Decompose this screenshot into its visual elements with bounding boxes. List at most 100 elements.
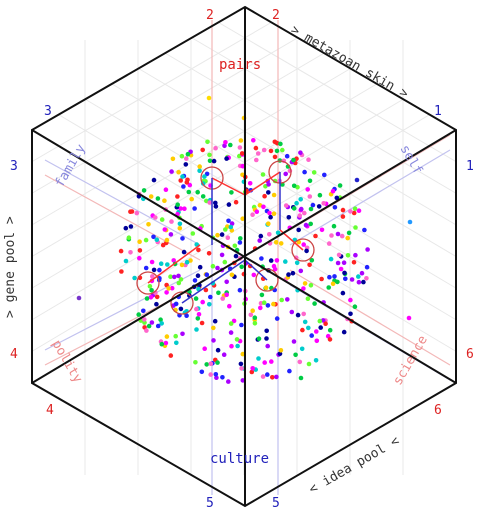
data-dot xyxy=(164,282,169,288)
data-dot xyxy=(215,347,221,353)
data-dot xyxy=(207,152,212,158)
data-dot xyxy=(194,306,199,312)
data-dot xyxy=(170,156,176,162)
data-dot xyxy=(265,343,271,349)
data-dot xyxy=(293,352,298,358)
data-dot xyxy=(302,169,307,175)
vertex-number: 2 xyxy=(272,8,280,23)
data-dot xyxy=(257,238,263,243)
data-dot xyxy=(197,264,203,270)
data-dot xyxy=(149,288,154,293)
data-dot xyxy=(351,210,357,216)
vertex-number: 6 xyxy=(434,403,442,418)
data-dot xyxy=(158,317,163,323)
data-dot xyxy=(269,359,274,364)
data-dot xyxy=(258,305,263,311)
data-dot xyxy=(253,145,259,151)
data-dot xyxy=(195,316,201,321)
data-dot xyxy=(271,301,276,307)
data-dot xyxy=(171,258,176,263)
data-dot xyxy=(194,327,199,332)
data-dot xyxy=(76,295,82,301)
data-dot xyxy=(128,224,134,229)
data-dot xyxy=(207,302,212,307)
data-dot xyxy=(221,352,227,358)
data-dot xyxy=(224,292,229,298)
data-dot xyxy=(298,150,303,155)
data-dot xyxy=(305,187,311,192)
data-dot xyxy=(224,279,229,285)
data-dot xyxy=(159,217,165,222)
data-dot xyxy=(162,198,167,203)
data-dot xyxy=(356,274,361,279)
data-dot xyxy=(326,285,332,290)
data-dot xyxy=(302,210,307,216)
data-dot xyxy=(185,151,191,157)
data-dot xyxy=(168,353,174,358)
data-dot xyxy=(349,277,355,282)
data-dot xyxy=(229,272,235,278)
data-dot xyxy=(267,210,272,216)
data-dot xyxy=(219,252,225,258)
guide-line xyxy=(44,174,201,261)
data-dot xyxy=(301,242,307,247)
data-dot xyxy=(267,232,272,237)
data-dot xyxy=(353,252,358,258)
data-dot xyxy=(129,209,135,214)
data-dot xyxy=(330,188,336,194)
data-dot xyxy=(143,265,149,271)
data-dot xyxy=(248,312,254,318)
selection-circle xyxy=(170,291,194,315)
data-dot xyxy=(148,194,154,199)
data-dot xyxy=(128,250,133,255)
data-dot xyxy=(348,209,353,214)
data-dot xyxy=(186,189,192,195)
data-dot xyxy=(164,334,170,339)
data-dot xyxy=(180,331,185,337)
data-dot xyxy=(317,318,323,324)
data-dot xyxy=(253,157,259,163)
data-dot xyxy=(247,181,253,186)
data-dot xyxy=(173,301,179,307)
data-dot xyxy=(332,205,338,210)
connector-line xyxy=(244,259,268,281)
data-dot xyxy=(182,206,187,211)
data-dot xyxy=(407,219,413,225)
data-dot xyxy=(250,366,255,371)
data-dot xyxy=(294,200,299,206)
data-dot xyxy=(178,178,183,183)
data-dot xyxy=(300,327,305,333)
data-dot xyxy=(239,151,245,156)
data-dot xyxy=(308,221,314,227)
data-dot xyxy=(238,236,243,241)
data-dot xyxy=(193,360,198,365)
data-dot xyxy=(204,272,210,278)
grid-line xyxy=(31,114,430,352)
data-dot xyxy=(339,233,345,239)
data-dot xyxy=(259,256,264,261)
data-dot xyxy=(306,361,312,367)
grid-line xyxy=(164,52,457,226)
data-dot xyxy=(151,234,156,240)
data-dot xyxy=(359,270,365,276)
data-dot xyxy=(184,259,190,265)
data-dot xyxy=(208,372,213,377)
grid-line xyxy=(218,21,457,163)
data-dot xyxy=(205,139,210,145)
data-dot xyxy=(354,177,360,183)
data-dot xyxy=(149,320,155,325)
data-dot xyxy=(213,200,218,206)
data-dot xyxy=(353,225,358,230)
data-dot xyxy=(178,306,184,312)
data-dot xyxy=(223,227,228,232)
data-dot xyxy=(261,204,266,210)
data-dot xyxy=(334,195,340,201)
data-dot xyxy=(301,286,306,291)
data-dot xyxy=(169,219,174,224)
data-dot xyxy=(192,278,198,283)
connector-line xyxy=(244,171,281,196)
data-dot xyxy=(234,337,240,342)
data-dot xyxy=(260,172,266,177)
data-dot xyxy=(210,263,216,269)
selection-circle xyxy=(255,268,279,292)
